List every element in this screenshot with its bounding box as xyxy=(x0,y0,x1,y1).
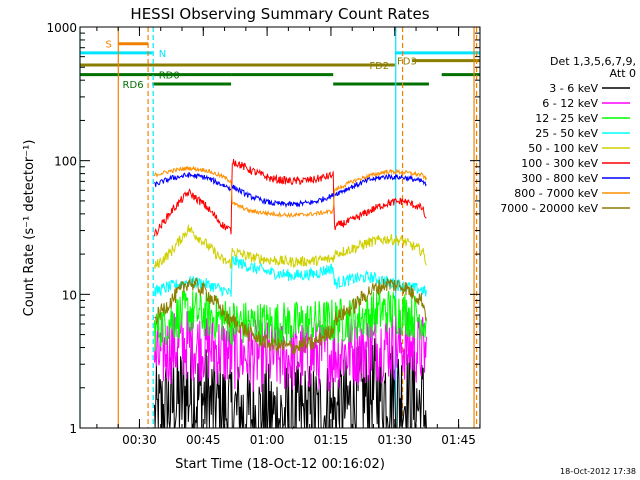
x-tick-label: 00:30 xyxy=(122,433,157,447)
legend-entry-label: 7000 - 20000 keV xyxy=(500,202,598,215)
timestamp: 18-Oct-2012 17:38 xyxy=(560,467,636,476)
flag-label-s: S xyxy=(106,40,112,51)
x-tick-label: 01:00 xyxy=(250,433,285,447)
legend-entry-label: 12 - 25 keV xyxy=(535,112,598,125)
legend-header-line-1: Det 1,3,5,6,7,9, xyxy=(550,55,636,68)
legend-entry-label: 100 - 300 keV xyxy=(521,157,598,170)
chart-title: HESSI Observing Summary Count Rates xyxy=(130,5,429,23)
flag-label-fd2: FD2 xyxy=(369,61,389,72)
series-line-7 xyxy=(154,165,427,219)
x-tick-label: 01:45 xyxy=(441,433,476,447)
series-line-0 xyxy=(154,337,427,430)
series-line-8 xyxy=(154,277,427,355)
legend-entry-label: 6 - 12 keV xyxy=(542,97,598,110)
legend-entry-label: 50 - 100 keV xyxy=(528,142,598,155)
series-line-1 xyxy=(154,311,427,393)
y-tick-label: 10 xyxy=(62,288,77,302)
flag-label-n: N xyxy=(159,49,166,60)
flag-bars: S N FD2 FD3 RD0 RD6 xyxy=(80,40,480,91)
flag-label-fd3: FD3 xyxy=(397,57,417,68)
x-tick-label: 00:45 xyxy=(186,433,221,447)
series-line-4 xyxy=(154,224,427,270)
series-line-6 xyxy=(154,171,427,209)
y-tick-label: 1000 xyxy=(46,21,77,35)
series-lines xyxy=(154,158,427,430)
flag-label-rd6: RD6 xyxy=(123,80,144,91)
flag-label-rd0: RD0 xyxy=(159,71,180,82)
legend: Det 1,3,5,6,7,9, Att 0 3 - 6 keV 6 - 12 k… xyxy=(500,55,636,215)
plot-frame xyxy=(79,26,481,429)
x-tick-label: 01:15 xyxy=(314,433,349,447)
legend-header-line-2: Att 0 xyxy=(610,67,636,80)
legend-entry-label: 800 - 7000 keV xyxy=(514,187,598,200)
y-axis-label: Count Rate (s⁻¹ detector⁻¹) xyxy=(22,140,37,317)
x-tick-label: 01:30 xyxy=(377,433,412,447)
axis-ticks: 00:30 00:45 01:00 01:15 01:30 01:45 1 10 100 1000 xyxy=(46,21,481,447)
series-line-5 xyxy=(154,158,427,237)
x-axis-label: Start Time (18-Oct-12 00:16:02) xyxy=(175,457,385,472)
legend-entry-label: 300 - 800 keV xyxy=(521,172,598,185)
legend-entry-label: 3 - 6 keV xyxy=(549,82,598,95)
y-tick-label: 1 xyxy=(69,422,77,436)
y-tick-label: 100 xyxy=(54,155,77,169)
legend-entry-label: 25 - 50 keV xyxy=(535,127,598,140)
